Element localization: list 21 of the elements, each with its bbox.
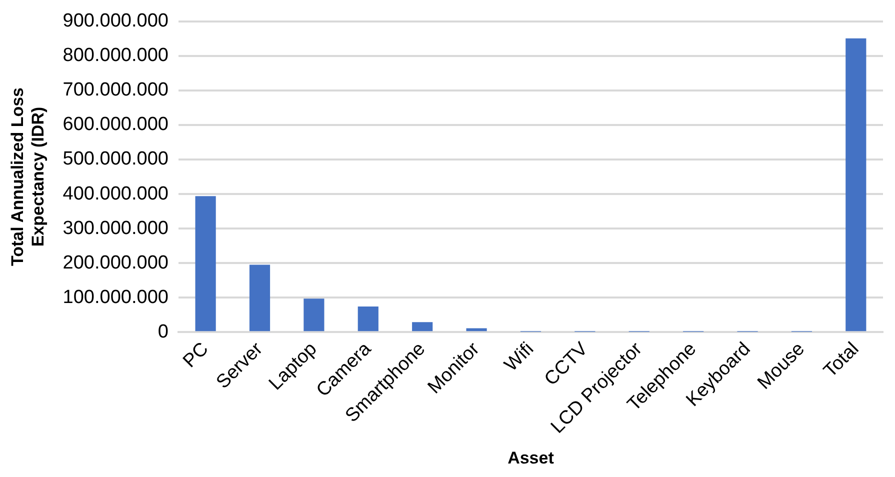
y-tick-label: 500.000.000: [62, 148, 168, 170]
x-tick-label: Wifi: [500, 338, 538, 376]
x-tick-label: PC: [179, 338, 213, 372]
y-axis-title: Total Annualized Loss Expectancy (IDR): [8, 87, 48, 266]
bar: [249, 264, 270, 332]
y-tick-label: 800.000.000: [62, 45, 168, 66]
y-tick-label: 400.000.000: [62, 183, 168, 204]
bar: [304, 298, 324, 332]
y-tick-label: 600.000.000: [62, 114, 168, 136]
y-tick-label: 0: [158, 321, 168, 342]
y-tick-label: 700.000.000: [62, 80, 168, 101]
x-axis-title: Asset: [508, 448, 554, 468]
bar: [358, 306, 378, 332]
y-tick-label: 900.000.000: [62, 10, 168, 32]
y-tick-label: 100.000.000: [62, 286, 168, 308]
bar: [195, 196, 216, 332]
bar: [466, 328, 487, 332]
bar: [412, 322, 433, 332]
y-tick-label: 300.000.000: [62, 218, 168, 239]
y-tick-label: 200.000.000: [62, 252, 168, 274]
bar: [846, 38, 866, 332]
